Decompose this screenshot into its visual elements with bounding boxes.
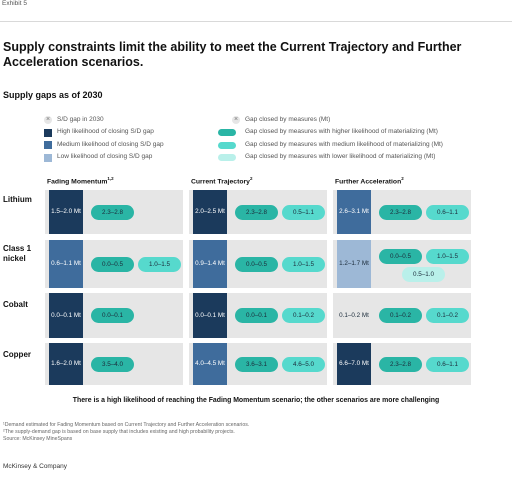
exhibit-label: Exhibit 5 xyxy=(2,0,27,7)
measure-pill: 3.6–3.1 xyxy=(235,356,278,372)
measure-pill: 1.0–1.5 xyxy=(138,256,181,272)
supply-demand-gap: 0.1–0.2 Mt xyxy=(337,293,371,338)
measure-pill: 0.0–0.1 xyxy=(91,308,134,323)
supply-demand-gap: 1.5–2.0 Mt xyxy=(49,190,83,234)
supply-demand-gap: 0.0–0.1 Mt xyxy=(193,293,227,338)
supply-demand-gap: 0.9–1.4 Mt xyxy=(193,240,227,288)
chart-title: Supply constraints limit the ability to … xyxy=(3,40,462,69)
measure-pill: 0.1–0.2 xyxy=(426,308,469,323)
supply-demand-gap: 2.0–2.5 Mt xyxy=(193,190,227,234)
footnote-1: ¹Demand estimated for Fading Momentum ba… xyxy=(3,422,250,428)
measure-pill: 0.1–0.2 xyxy=(379,308,422,323)
conclusion-text: There is a high likelihood of reaching t… xyxy=(72,397,440,404)
supply-demand-gap: 0.0–0.1 Mt xyxy=(49,293,83,338)
header-divider xyxy=(0,21,512,22)
supply-demand-gap: 1.2–1.7 Mt xyxy=(337,240,371,288)
measure-pill: 0.5–1.1 xyxy=(282,204,325,220)
column-header: Further Acceleration2 xyxy=(335,176,404,186)
column-footnote-ref: 2 xyxy=(249,176,253,181)
measure-pill: 1.0–1.5 xyxy=(282,256,325,272)
column-header: Current Trajectory2 xyxy=(191,176,253,186)
measure-pill: 0.5–1.0 xyxy=(402,267,445,282)
measure-pill: 3.5–4.0 xyxy=(91,356,134,372)
footnote-source: Source: McKinsey MineSpans xyxy=(3,436,73,442)
row-label: Class 1 nickel xyxy=(3,244,32,263)
measure-pill: 0.6–1.1 xyxy=(426,356,469,372)
measure-pill: 0.0–0.5 xyxy=(235,256,278,272)
measure-pill: 0.1–0.2 xyxy=(282,308,325,323)
measure-pill: 0.0–0.5 xyxy=(379,249,422,264)
measure-pill: 0.0–0.1 xyxy=(235,308,278,323)
supply-demand-gap: 1.6–2.0 Mt xyxy=(49,343,83,385)
supply-demand-gap: 0.6–1.1 Mt xyxy=(49,240,83,288)
row-label: Cobalt xyxy=(3,300,28,309)
footnote-2: ²The supply-demand gap is based on base … xyxy=(3,429,235,435)
measure-pill: 2.3–2.8 xyxy=(379,356,422,372)
measure-pill: 2.3–2.8 xyxy=(91,204,134,220)
brand-name: McKinsey & Company xyxy=(3,463,67,470)
measure-pill: 0.6–1.1 xyxy=(426,204,469,220)
measure-pill: 4.6–5.0 xyxy=(282,356,325,372)
measure-pill: 0.0–0.5 xyxy=(91,256,134,272)
measure-pill: 1.0–1.5 xyxy=(426,249,469,264)
column-footnote-ref: 2 xyxy=(401,176,404,181)
chart-subtitle: Supply gaps as of 2030 xyxy=(3,90,103,100)
measure-pill: 2.3–2.8 xyxy=(379,204,422,220)
column-footnote-ref: 1,2 xyxy=(107,176,114,181)
row-label: Copper xyxy=(3,350,31,359)
measure-pill: 2.3–2.8 xyxy=(235,204,278,220)
row-label: Lithium xyxy=(3,195,32,204)
supply-demand-gap: 4.0–4.5 Mt xyxy=(193,343,227,385)
supply-demand-gap: 6.6–7.0 Mt xyxy=(337,343,371,385)
column-header: Fading Momentum1,2 xyxy=(47,176,114,186)
supply-demand-gap: 2.6–3.1 Mt xyxy=(337,190,371,234)
